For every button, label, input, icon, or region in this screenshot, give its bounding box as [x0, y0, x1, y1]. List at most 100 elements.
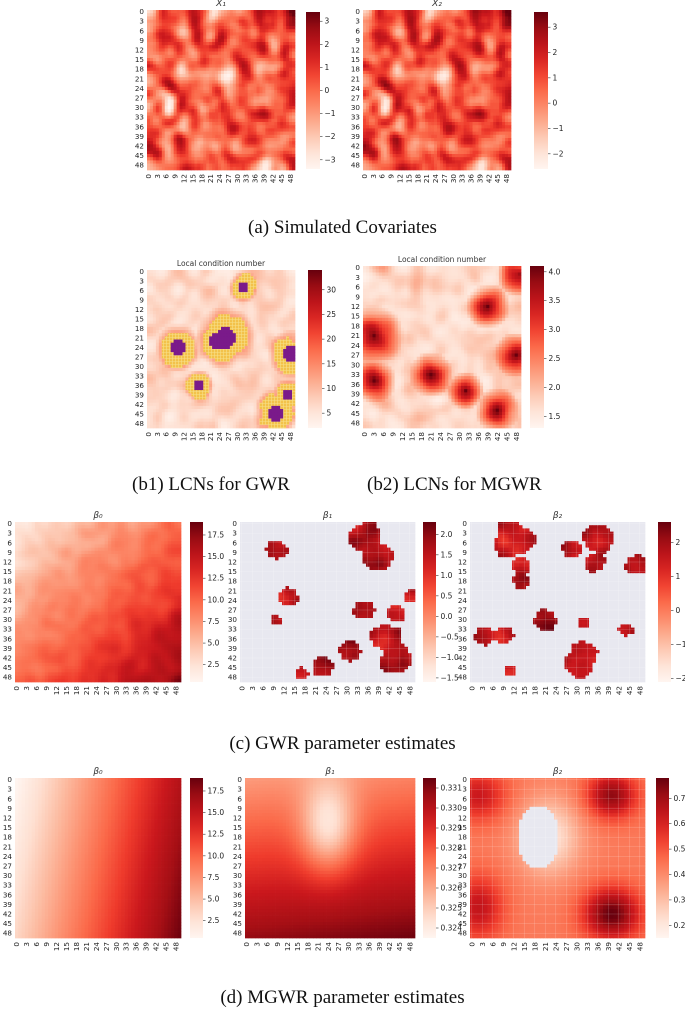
heatmap-cell [401, 118, 405, 123]
heatmap-cell [223, 54, 228, 59]
heatmap-cell [176, 35, 180, 40]
heatmap-cell [363, 109, 367, 113]
heatmap-cell [508, 115, 512, 120]
heatmap-cell [481, 22, 485, 27]
heatmap-cell [271, 22, 275, 27]
heatmap-cell [469, 154, 473, 158]
heatmap-cell [147, 22, 151, 27]
heatmap-cell [448, 29, 453, 33]
heatmap-cell [508, 13, 512, 17]
heatmap-cell [502, 58, 506, 62]
heatmap-cell [155, 141, 160, 145]
heatmap-cell [292, 67, 296, 72]
heatmap-cell [167, 13, 172, 17]
heatmap-cell [289, 42, 293, 46]
heatmap-cell [407, 45, 411, 49]
heatmap-cell [289, 93, 293, 97]
heatmap-cell [191, 147, 195, 152]
heatmap-cell [212, 99, 216, 104]
heatmap-cell [472, 29, 476, 33]
heatmap-cell [253, 115, 257, 120]
heatmap-cell [235, 147, 240, 152]
heatmap-cell [179, 106, 183, 110]
heatmap-cell [250, 131, 254, 136]
heatmap-cell [413, 134, 417, 139]
heatmap-cell [250, 29, 254, 33]
heatmap-cell [232, 32, 237, 36]
heatmap-cell [241, 42, 246, 46]
heatmap-cell [437, 13, 441, 17]
heatmap-cell [170, 32, 174, 36]
heatmap-cell [167, 80, 172, 84]
heatmap-cell [259, 22, 263, 27]
heatmap-cell [371, 134, 376, 139]
heatmap-cell [383, 115, 388, 120]
heatmap-cell [200, 109, 204, 113]
heatmap-cell [466, 128, 470, 132]
heatmap-cell [232, 106, 237, 110]
heatmap-cell [389, 10, 393, 14]
heatmap-cell [383, 48, 388, 52]
heatmap-cell [413, 109, 417, 113]
heatmap-cell [241, 32, 246, 36]
heatmap-cell [493, 106, 497, 110]
heatmap-cell [505, 109, 509, 113]
heatmap-cell [149, 90, 154, 94]
heatmap-cell [170, 96, 174, 100]
heatmap-cell [259, 109, 263, 113]
heatmap-cell [250, 144, 254, 148]
heatmap-cell [505, 150, 509, 155]
heatmap-cell [223, 61, 228, 65]
heatmap-cell [496, 45, 500, 49]
heatmap-title: X₁ [215, 0, 226, 9]
heatmap-cell [226, 138, 231, 142]
heatmap-cell [490, 112, 494, 116]
heatmap-cell [377, 157, 382, 161]
heatmap-cell [419, 131, 423, 136]
heatmap-cell [487, 93, 491, 97]
heatmap-cell [283, 16, 287, 20]
heatmap-cell [241, 64, 246, 68]
heatmap-cell [439, 102, 444, 107]
heatmap-cell [448, 35, 453, 40]
heatmap-cell [229, 138, 234, 142]
heatmap-cell [283, 51, 287, 56]
heatmap-cell [158, 99, 163, 104]
heatmap-cell [439, 86, 444, 91]
heatmap-cell [413, 157, 417, 161]
heatmap-cell [262, 157, 266, 161]
heatmap-cell [259, 147, 263, 152]
heatmap-cell [238, 93, 243, 97]
heatmap-cell [253, 160, 257, 164]
heatmap-cell [508, 86, 512, 91]
heatmap-cell [499, 141, 503, 145]
heatmap-cell [280, 29, 284, 33]
heatmap-cell [226, 99, 231, 104]
heatmap-cell [475, 163, 479, 168]
heatmap-cell [451, 22, 456, 27]
heatmap-cell [404, 86, 408, 91]
heatmap-cell [466, 86, 470, 91]
heatmap-cell [226, 70, 231, 75]
heatmap-cell [164, 83, 169, 88]
heatmap-cell [472, 13, 476, 17]
heatmap-cell [188, 51, 192, 56]
heatmap-cell [221, 26, 225, 30]
heatmap-cell [484, 163, 488, 168]
heatmap-cell [395, 125, 399, 129]
heatmap-cell [209, 118, 213, 123]
heatmap-cell [502, 163, 506, 168]
heatmap-cell [209, 22, 213, 27]
heatmap-cell [280, 58, 284, 62]
heatmap-cell [481, 51, 485, 56]
heatmap-cell [454, 42, 459, 46]
heatmap-cell [371, 45, 376, 49]
heatmap-cell [463, 106, 467, 110]
heatmap-cell [407, 54, 411, 59]
heatmap-cell [232, 80, 237, 84]
heatmap-cell [460, 13, 464, 17]
heatmap-cell [392, 58, 396, 62]
heatmap-cell [383, 86, 388, 91]
heatmap-cell [457, 99, 462, 104]
heatmap-cell [466, 90, 470, 94]
